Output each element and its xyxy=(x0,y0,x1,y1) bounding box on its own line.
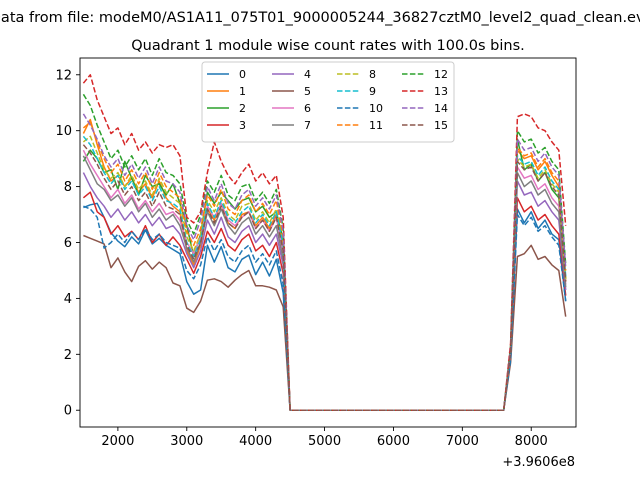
chart-suptitle: Data from file: modeM0/AS1A11_075T01_900… xyxy=(0,10,640,26)
y-tick-label: 12 xyxy=(55,68,72,83)
legend-frame xyxy=(201,61,455,143)
y-tick-label: 4 xyxy=(64,292,72,307)
y-tick-label: 6 xyxy=(64,236,72,251)
y-tick-label: 8 xyxy=(64,180,72,195)
legend-label-12: 12 xyxy=(434,68,448,81)
legend-label-8: 8 xyxy=(369,68,376,81)
legend-label-15: 15 xyxy=(434,119,448,132)
x-tick-label: 8000 xyxy=(515,434,548,449)
legend-label-13: 13 xyxy=(434,85,448,98)
legend-label-14: 14 xyxy=(434,102,448,115)
x-tick-label: 3000 xyxy=(170,434,203,449)
legend-label-2: 2 xyxy=(239,102,246,115)
legend-label-0: 0 xyxy=(239,68,246,81)
series-layer xyxy=(82,74,567,411)
legend-label-9: 9 xyxy=(369,85,376,98)
chart-title: Quadrant 1 module wise count rates with … xyxy=(131,38,525,54)
x-tick-label: 7000 xyxy=(446,434,479,449)
series-line-15 xyxy=(82,144,567,411)
y-tick-label: 0 xyxy=(64,404,72,419)
x-tick-label: 2000 xyxy=(101,434,134,449)
legend-label-7: 7 xyxy=(304,119,311,132)
legend-label-5: 5 xyxy=(304,85,311,98)
y-tick-label: 10 xyxy=(55,124,72,139)
x-tick-label: 5000 xyxy=(308,434,341,449)
legend-label-1: 1 xyxy=(239,85,246,98)
y-tick-label: 2 xyxy=(64,348,72,363)
x-offset-label: +3.9606e8 xyxy=(502,455,575,470)
legend-label-11: 11 xyxy=(369,119,383,132)
legend-label-3: 3 xyxy=(239,119,246,132)
legend-label-6: 6 xyxy=(304,102,311,115)
legend-label-4: 4 xyxy=(304,68,311,81)
x-tick-label: 6000 xyxy=(377,434,410,449)
x-tick-label: 4000 xyxy=(239,434,272,449)
legend-label-10: 10 xyxy=(369,102,383,115)
